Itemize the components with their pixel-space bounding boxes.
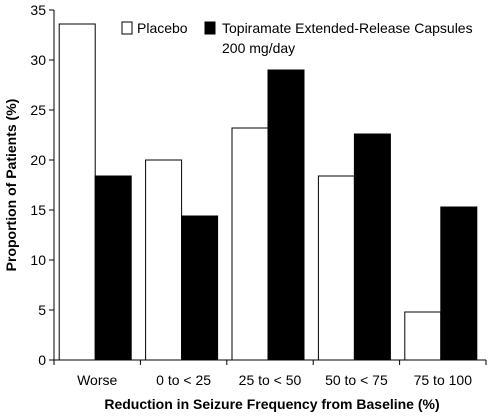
legend-label-drug-line2: 200 mg/day: [222, 40, 295, 56]
y-tick-label: 25: [30, 102, 46, 118]
y-tick-label: 30: [30, 52, 46, 68]
legend-swatch-drug: [204, 21, 216, 35]
bar-topiramate: [181, 215, 219, 361]
legend-label-drug-line1: Topiramate Extended-Release Capsules: [222, 20, 473, 36]
y-tick-label: 35: [30, 2, 46, 18]
x-tick-label: 50 to < 75: [325, 372, 388, 388]
legend: Placebo Topiramate Extended-Release Caps…: [121, 20, 473, 56]
bar-topiramate: [267, 69, 305, 361]
x-axis-title: Reduction in Seizure Frequency from Base…: [104, 396, 439, 412]
y-tick-label: 0: [38, 352, 46, 368]
bar-topiramate: [440, 206, 478, 361]
legend-swatch-placebo: [121, 21, 133, 35]
bar-placebo: [404, 311, 442, 361]
x-tick-label: 75 to 100: [414, 372, 473, 388]
bar-topiramate: [94, 175, 132, 361]
bar-topiramate: [353, 133, 391, 361]
bar-placebo: [231, 127, 269, 361]
bar-placebo: [317, 175, 355, 361]
bar-placebo: [145, 159, 183, 361]
x-tick-label: 25 to < 50: [239, 372, 302, 388]
x-tick-label: 0 to < 25: [156, 372, 211, 388]
y-tick-label: 15: [30, 202, 46, 218]
bar-placebo: [58, 23, 96, 361]
legend-label-placebo: Placebo: [137, 20, 188, 36]
y-tick-label: 20: [30, 152, 46, 168]
x-tick-label: Worse: [77, 372, 117, 388]
plot-area: 0 5 10 15 20 25 30 35 Worse 0 to < 25 25 to < 50 50…: [30, 2, 487, 388]
y-tick-label: 10: [30, 252, 46, 268]
y-tick-label: 5: [38, 302, 46, 318]
y-axis-title: Proportion of Patients (%): [3, 99, 19, 272]
